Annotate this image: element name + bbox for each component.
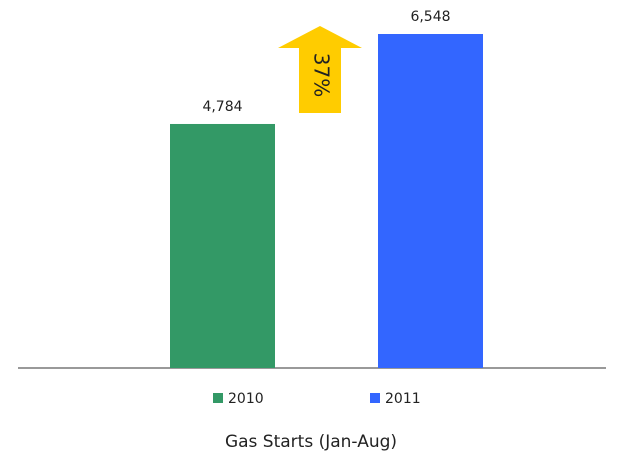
- value-label: 4,784: [202, 99, 242, 115]
- legend-swatch: [213, 393, 223, 403]
- annotation: 37%: [310, 53, 334, 97]
- legend-label: 2011: [385, 391, 421, 407]
- bar: [378, 34, 483, 368]
- legend-label: 2010: [228, 391, 264, 407]
- bar: [170, 123, 275, 368]
- value-label: 6,548: [410, 9, 450, 25]
- legend-swatch: [370, 393, 380, 403]
- growth-arrow: 37%: [278, 26, 362, 113]
- arrow-shape: [278, 26, 362, 113]
- x-axis-title: Gas Starts (Jan-Aug): [225, 432, 397, 452]
